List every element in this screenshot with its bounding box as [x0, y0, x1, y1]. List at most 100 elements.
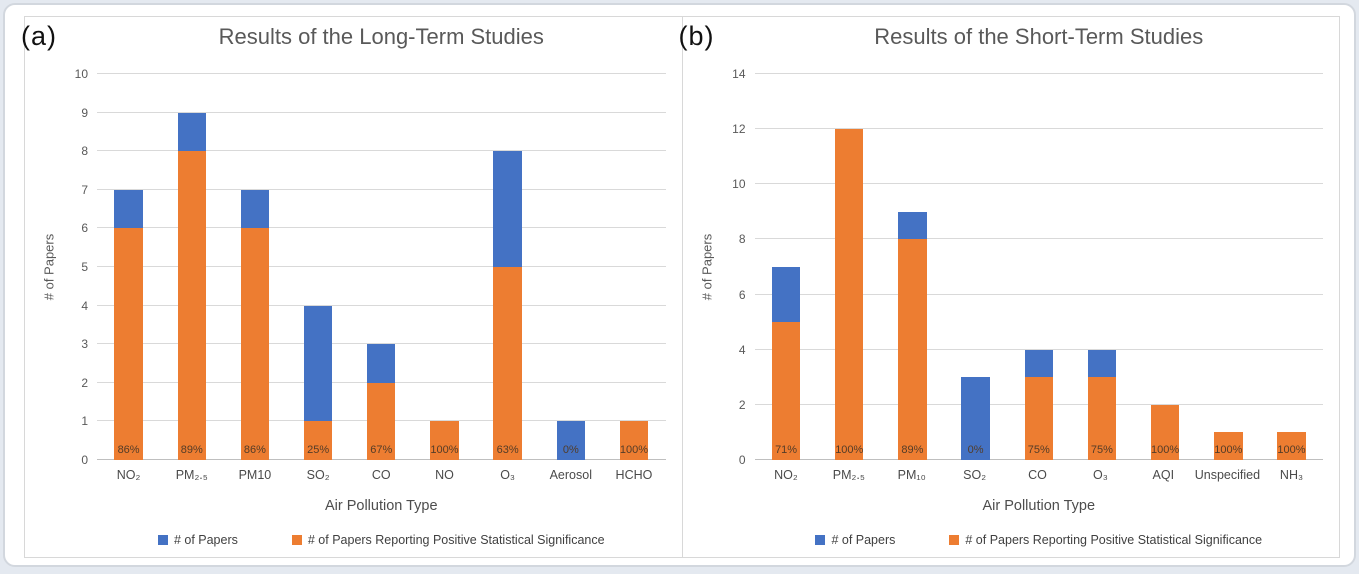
y-tick-label: 2: [81, 375, 88, 390]
x-tick-label: PM₂.₅: [832, 468, 865, 482]
positive-significance-bar: [1150, 404, 1180, 460]
bar-percent-label: 67%: [370, 444, 393, 456]
gridline: [97, 111, 666, 113]
x-tick-label: Aerosol: [549, 468, 592, 482]
legend-label-positive-significance: # of Papers Reporting Positive Statistic…: [307, 533, 605, 547]
total-papers-bar: [556, 421, 585, 460]
bar-slot: 0%: [539, 74, 602, 460]
y-tick-label: 0: [738, 453, 746, 467]
gridline: [754, 73, 1323, 74]
positive-significance-bar: [898, 239, 927, 460]
y-tick-label: 3: [81, 337, 88, 352]
positive-significance-bar: [1024, 377, 1053, 460]
bar-percent-label: 25%: [307, 444, 330, 456]
bar-percent-label: 100%: [430, 444, 459, 456]
bar-slot: 63%: [476, 74, 539, 460]
positive-significance-bar: [430, 421, 459, 460]
total-papers-bar: [835, 129, 864, 460]
gridline: [754, 293, 1323, 295]
positive-significance-bar: [114, 228, 143, 460]
total-papers-bar: [1277, 432, 1306, 460]
legend-long-term: # of Papers # of Papers Reporting Positi…: [97, 533, 666, 547]
y-tick-label: 12: [732, 122, 746, 137]
gridline: [97, 227, 666, 229]
bar-slot: 100%: [818, 74, 881, 460]
y-tick-label: 5: [81, 260, 88, 274]
legend-item-total-papers: # of Papers: [157, 533, 238, 547]
bar-slot: 0%: [944, 74, 1007, 460]
y-tick-label: 2: [738, 397, 746, 412]
y-tick-label: 14: [732, 67, 746, 81]
y-tick-label: 10: [74, 67, 88, 81]
y-tick-label: 4: [81, 298, 88, 313]
bar-percent-label: 75%: [1027, 444, 1050, 456]
x-tick-label: PM₂.₅: [175, 468, 208, 482]
bar-slot: 67%: [350, 74, 413, 460]
bar-percent-label: 89%: [901, 444, 924, 456]
x-tick-labels-short-term: NO₂ PM₂.₅ PM₁₀ SO₂ CO O₃ AQI Unspecified NH₃: [755, 468, 1324, 482]
bars-container: 86% 89% 86% 25% 67% 100% 63% 0% 100%: [97, 74, 666, 460]
total-papers-bar: [240, 189, 270, 460]
y-tick-label: 6: [738, 287, 746, 302]
x-tick-label: PM10: [238, 468, 272, 482]
y-tick-label: 0: [81, 453, 88, 467]
chart-title-long-term: Results of the Long-Term Studies: [218, 24, 544, 49]
bar-percent-label: 0%: [967, 444, 984, 456]
positive-significance-bar: [240, 228, 270, 460]
bar-slot: 89%: [160, 74, 223, 460]
bar-slot: 75%: [1007, 74, 1070, 460]
total-papers-bar: [177, 112, 206, 460]
total-papers-bar: [1024, 349, 1053, 460]
bar-percent-label: 100%: [1214, 444, 1243, 456]
bar-percent-label: 86%: [243, 444, 266, 456]
x-axis-title-short-term: Air Pollution Type: [982, 498, 1096, 514]
gridline: [754, 238, 1323, 240]
positive-significance-bar: [493, 267, 522, 460]
charts-row: (a) Results of the Long-Term Studies # o…: [21, 16, 1340, 558]
bar-slot: 71%: [755, 74, 818, 460]
x-tick-label: NO₂: [774, 468, 798, 482]
bar-percent-label: 63%: [496, 444, 519, 456]
total-papers-bar: [303, 305, 333, 460]
x-axis-title-long-term: Air Pollution Type: [324, 498, 438, 514]
bar-slot: 75%: [1070, 74, 1133, 460]
plot-area-long-term: 0 1 2 3 4 5 6 7 8 9 10 86% 89% 86% 25% 67% 100% 63% 0% 100%: [75, 68, 666, 466]
positive-significance-bar: [1214, 432, 1243, 460]
x-tick-label: SO₂: [963, 468, 987, 482]
total-papers-bar: [961, 377, 990, 460]
y-axis-title-long-term: # of Papers: [41, 233, 57, 301]
y-tick-label: 9: [81, 105, 88, 120]
bar-slot: 86%: [223, 74, 286, 460]
y-tick-label: 10: [732, 177, 746, 192]
figure-card: (a) Results of the Long-Term Studies # o…: [3, 3, 1356, 567]
legend-label-total-papers: # of Papers: [831, 533, 896, 547]
x-tick-label: O₃: [500, 468, 516, 482]
x-tick-label: NO₂: [116, 468, 141, 482]
x-tick-label: O₃: [1092, 468, 1108, 482]
total-papers-bar: [1150, 404, 1180, 460]
legend-label-positive-significance: # of Papers Reporting Positive Statistic…: [965, 533, 1263, 547]
bar-slot: 89%: [881, 74, 944, 460]
bar-slot: 86%: [97, 74, 160, 460]
bar-percent-label: 100%: [1277, 444, 1306, 456]
bar-percent-label: 89%: [180, 444, 203, 456]
legend-item-total-papers: # of Papers: [815, 533, 895, 547]
legend-short-term: # of Papers # of Papers Reporting Positi…: [755, 533, 1324, 547]
y-axis-title-short-term: # of Papers: [699, 233, 714, 301]
bar-percent-label: 100%: [619, 444, 649, 456]
x-tick-label: CO: [371, 468, 391, 482]
chart-title-short-term: Results of the Short-Term Studies: [874, 24, 1204, 49]
gridline: [97, 73, 666, 74]
panel-label-b: (b): [678, 21, 715, 51]
legend-label-total-papers: # of Papers: [173, 533, 238, 547]
total-papers-bar: [771, 267, 801, 460]
plot-area-short-term: 0 2 4 6 8 10 12 14 71% 100% 89% 0% 75% 75% 100% 100% 100…: [732, 68, 1323, 466]
x-tick-label: AQI: [1152, 468, 1175, 482]
positive-significance-bar: [1277, 432, 1306, 460]
x-tick-label: PM₁₀: [897, 468, 926, 482]
y-tick-label: 8: [738, 232, 746, 247]
x-tick-labels-long-term: NO₂ PM₂.₅ PM10 SO₂ CO NO O₃ Aerosol HCHO: [97, 468, 666, 482]
legend-item-positive-significance: # of Papers Reporting Positive Statistic…: [949, 533, 1262, 547]
panel-label-a: (a): [21, 21, 57, 51]
total-papers-bar: [367, 344, 396, 460]
